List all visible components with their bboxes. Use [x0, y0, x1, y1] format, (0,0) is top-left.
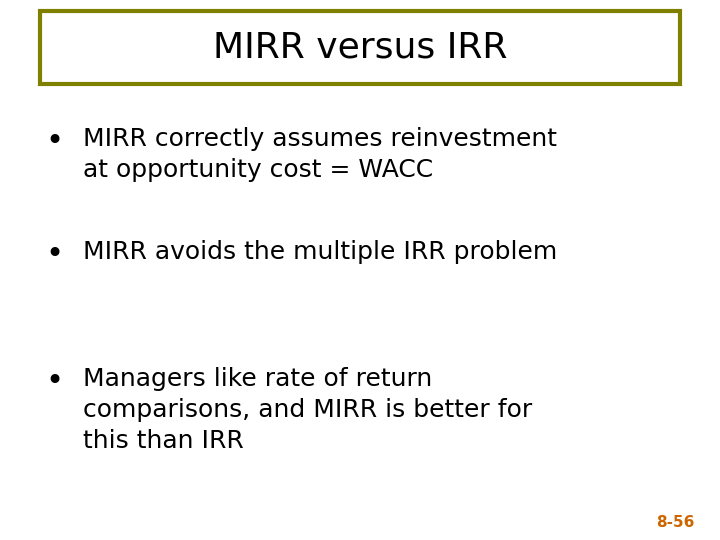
FancyBboxPatch shape [40, 11, 680, 84]
Text: •: • [45, 127, 63, 156]
Text: MIRR avoids the multiple IRR problem: MIRR avoids the multiple IRR problem [83, 240, 557, 264]
Text: MIRR correctly assumes reinvestment
at opportunity cost = WACC: MIRR correctly assumes reinvestment at o… [83, 127, 557, 181]
Text: Managers like rate of return
comparisons, and MIRR is better for
this than IRR: Managers like rate of return comparisons… [83, 367, 532, 453]
Text: •: • [45, 240, 63, 269]
Text: •: • [45, 367, 63, 396]
Text: 8-56: 8-56 [657, 515, 695, 530]
Text: MIRR versus IRR: MIRR versus IRR [213, 30, 507, 64]
